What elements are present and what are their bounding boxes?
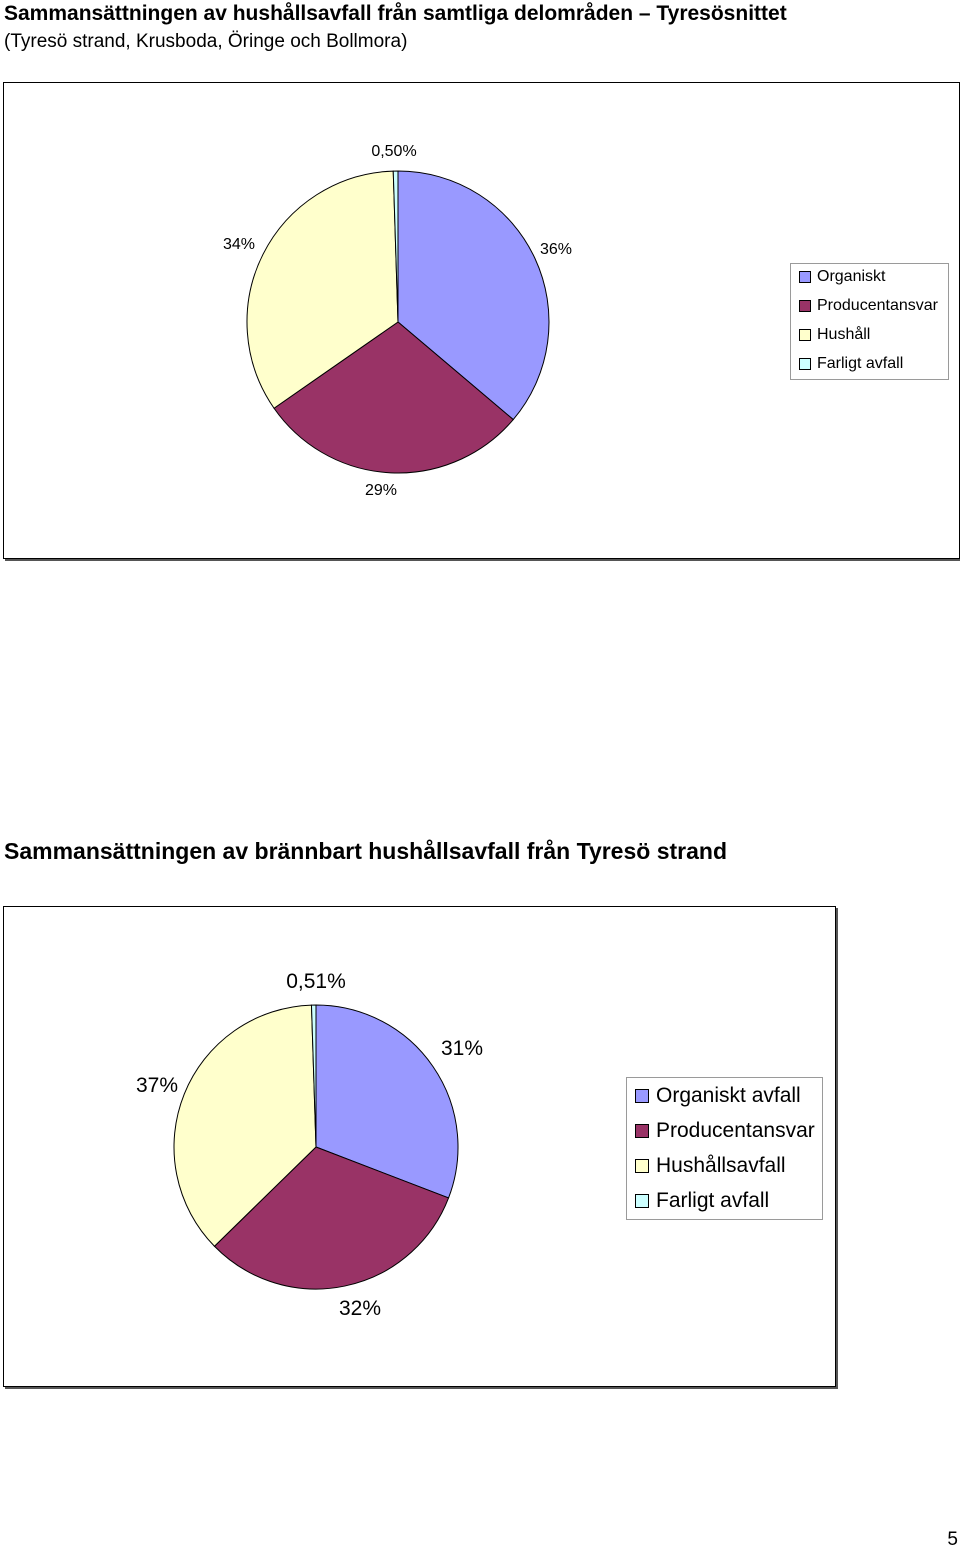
chart1-title: Sammansättningen av hushållsavfall från … <box>4 2 787 25</box>
chart2-legend-item-farligt-avfall: Farligt avfall <box>635 1189 769 1213</box>
chart1-legend-swatch-organiskt <box>799 271 811 283</box>
pie-chart-1: 36% 29% 34% 0,50% Organiskt Producentansvar H… <box>3 82 960 559</box>
chart1-slice-organiskt <box>397 170 550 421</box>
pie-chart-1-svg: 36% 29% 34% 0,50% <box>223 143 572 499</box>
chart1-legend: Organiskt Producentansvar Hushåll Farligt a… <box>790 263 949 380</box>
chart1-legend-swatch-producentansvar <box>799 300 811 312</box>
chart1-legend-label-farligt-avfall: Farligt avfall <box>817 355 904 372</box>
chart2-legend-swatch-organiskt-avfall <box>635 1089 649 1103</box>
chart2-legend-swatch-farligt-avfall <box>635 1194 649 1208</box>
chart2-slice-hush-llsavfall <box>173 1004 317 1247</box>
chart2-legend-item-producentansvar: Producentansvar <box>635 1119 815 1143</box>
chart1-legend-swatch-farligt-avfall <box>799 358 811 370</box>
chart1-legend-label-producentansvar: Producentansvar <box>817 297 938 314</box>
pie-chart-2-svg: 31% 32% 37% 0,51% <box>136 970 483 1320</box>
chart1-data-label-producentansvar: 29% <box>365 482 397 499</box>
chart1-legend-item-producentansvar: Producentansvar <box>799 297 938 315</box>
chart2-data-label-farligt-avfall: 0,51% <box>286 970 346 993</box>
chart1-slice-producentansvar <box>273 321 514 474</box>
chart2-legend-item-hush-llsavfall: Hushållsavfall <box>635 1154 786 1178</box>
chart2-slice-producentansvar <box>213 1146 450 1290</box>
chart1-legend-item-hush-ll: Hushåll <box>799 326 870 344</box>
chart2-slice-farligt-avfall <box>310 1004 317 1148</box>
chart2-legend-label-producentansvar: Producentansvar <box>656 1119 815 1142</box>
chart1-slice-farligt-avfall <box>392 170 399 323</box>
chart1-data-label-hush-ll: 34% <box>223 236 255 253</box>
chart2-legend-label-farligt-avfall: Farligt avfall <box>656 1189 770 1212</box>
chart1-legend-item-organiskt: Organiskt <box>799 268 885 286</box>
page-number: 5 <box>947 1529 958 1550</box>
chart2-slice-organiskt-avfall <box>315 1004 459 1199</box>
chart2-legend-item-organiskt-avfall: Organiskt avfall <box>635 1084 801 1108</box>
chart1-legend-label-organiskt: Organiskt <box>817 268 886 285</box>
pie-chart-2: 31% 32% 37% 0,51% Organiskt avfall Producent… <box>3 906 836 1387</box>
chart1-legend-label-hush-ll: Hushåll <box>817 326 871 343</box>
chart2-title: Sammansättningen av brännbart hushållsav… <box>4 838 727 864</box>
chart2-data-label-producentansvar: 32% <box>339 1297 381 1320</box>
chart1-data-label-organiskt: 36% <box>540 241 572 258</box>
chart2-legend: Organiskt avfall Producentansvar Hushållsa… <box>626 1077 823 1220</box>
chart2-data-label-organiskt-avfall: 31% <box>441 1037 483 1060</box>
chart2-legend-swatch-producentansvar <box>635 1124 649 1138</box>
chart1-data-label-farligt-avfall: 0,50% <box>371 143 416 160</box>
chart2-legend-label-organiskt-avfall: Organiskt avfall <box>656 1084 801 1107</box>
chart1-subtitle: (Tyresö strand, Krusboda, Öringe och Bol… <box>4 31 408 52</box>
chart2-legend-swatch-hush-llsavfall <box>635 1159 649 1173</box>
chart1-legend-item-farligt-avfall: Farligt avfall <box>799 355 903 373</box>
chart1-legend-swatch-hush-ll <box>799 329 811 341</box>
chart2-legend-label-hush-llsavfall: Hushållsavfall <box>656 1154 786 1177</box>
chart2-data-label-hush-llsavfall: 37% <box>136 1074 178 1097</box>
chart1-slice-hush-ll <box>246 170 399 409</box>
